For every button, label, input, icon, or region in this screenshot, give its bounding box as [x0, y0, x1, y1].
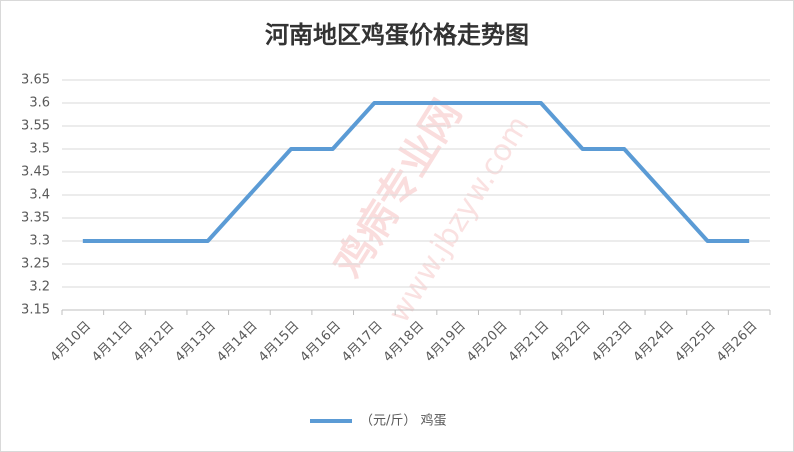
chart-title: 河南地区鸡蛋价格走势图 [265, 21, 529, 49]
series-line [82, 101, 750, 243]
y-tick-label: 3.4 [29, 188, 50, 203]
y-tick-label: 3.45 [21, 165, 50, 180]
y-tick-label: 3.15 [21, 303, 50, 318]
y-tick-label: 3.5 [29, 142, 50, 157]
y-tick-label: 3.2 [29, 280, 50, 295]
y-tick-label: 3.25 [21, 257, 50, 272]
y-tick-label: 3.55 [21, 119, 50, 134]
y-tick-label: 3.65 [21, 73, 50, 88]
y-tick-label: 3.35 [21, 211, 50, 226]
legend-label: （元/斤） 鸡蛋 [360, 413, 447, 429]
y-tick-label: 3.6 [29, 96, 50, 111]
y-tick-label: 3.3 [29, 234, 50, 249]
